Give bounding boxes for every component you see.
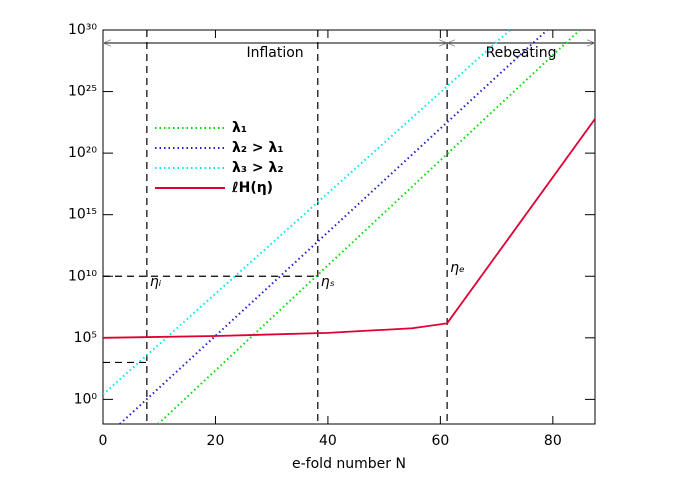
phase-label: Rebeating <box>486 45 557 61</box>
x-tick-label: 40 <box>319 433 337 449</box>
legend-label: λ₂ > λ₁ <box>232 140 283 156</box>
marker-label: ηₑ <box>450 260 465 276</box>
x-axis-label: e-fold number N <box>292 456 406 472</box>
phase-label: Inflation <box>246 45 303 61</box>
plot-frame <box>102 29 596 425</box>
series-line <box>103 30 511 396</box>
legend-label: λ₁ <box>232 120 247 136</box>
series-line <box>119 30 548 424</box>
x-tick-label: 60 <box>431 433 449 449</box>
y-tick-label: 10¹⁵ <box>68 207 97 223</box>
y-tick-label: 10²⁰ <box>68 145 97 161</box>
x-tick-label: 0 <box>99 433 108 449</box>
x-tick-label: 80 <box>544 433 562 449</box>
x-tick-label: 20 <box>207 433 225 449</box>
marker-label: ηₛ <box>321 274 335 290</box>
series-line <box>103 118 595 339</box>
legend-label: λ₃ > λ₂ <box>232 160 283 176</box>
y-tick-label: 10²⁵ <box>68 84 97 100</box>
y-tick-label: 10³⁰ <box>68 22 97 38</box>
legend-label: ℓH(η) <box>231 180 273 196</box>
marker-label: ηᵢ <box>150 274 162 290</box>
y-tick-label: 10¹⁰ <box>68 268 97 284</box>
y-tick-label: 10⁰ <box>74 391 98 407</box>
y-tick-label: 10⁵ <box>74 330 97 346</box>
series-line <box>157 30 581 424</box>
